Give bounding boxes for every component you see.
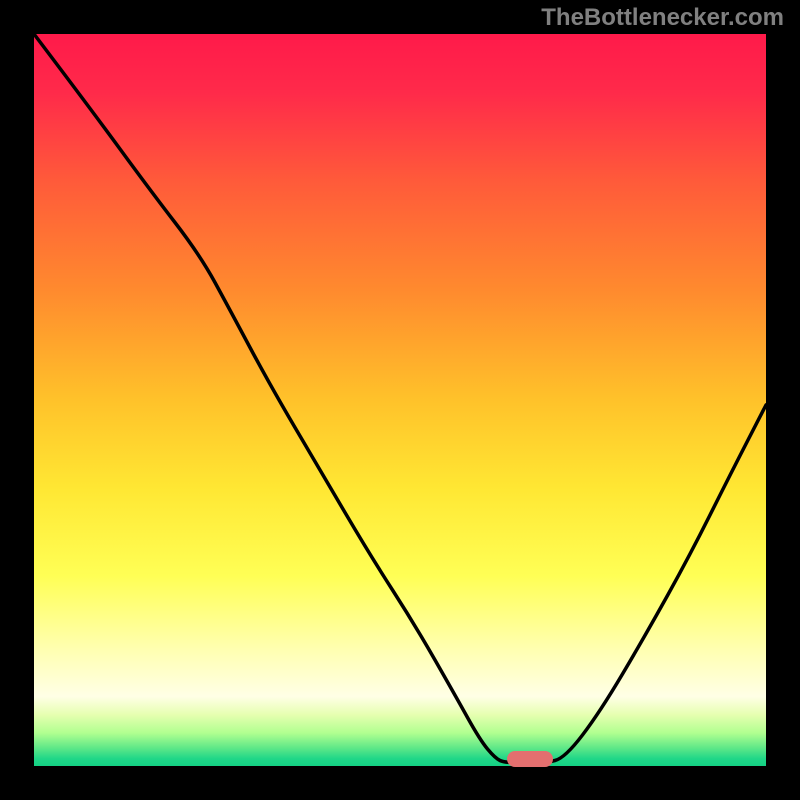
watermark-text: TheBottlenecker.com — [541, 4, 784, 32]
optimal-marker — [507, 751, 553, 767]
bottleneck-curve — [0, 0, 800, 800]
chart-container: TheBottlenecker.com — [0, 0, 800, 800]
curve-path — [34, 34, 766, 763]
